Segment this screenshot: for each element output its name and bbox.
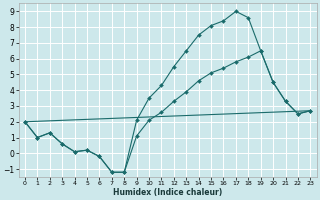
X-axis label: Humidex (Indice chaleur): Humidex (Indice chaleur) [113, 188, 222, 197]
